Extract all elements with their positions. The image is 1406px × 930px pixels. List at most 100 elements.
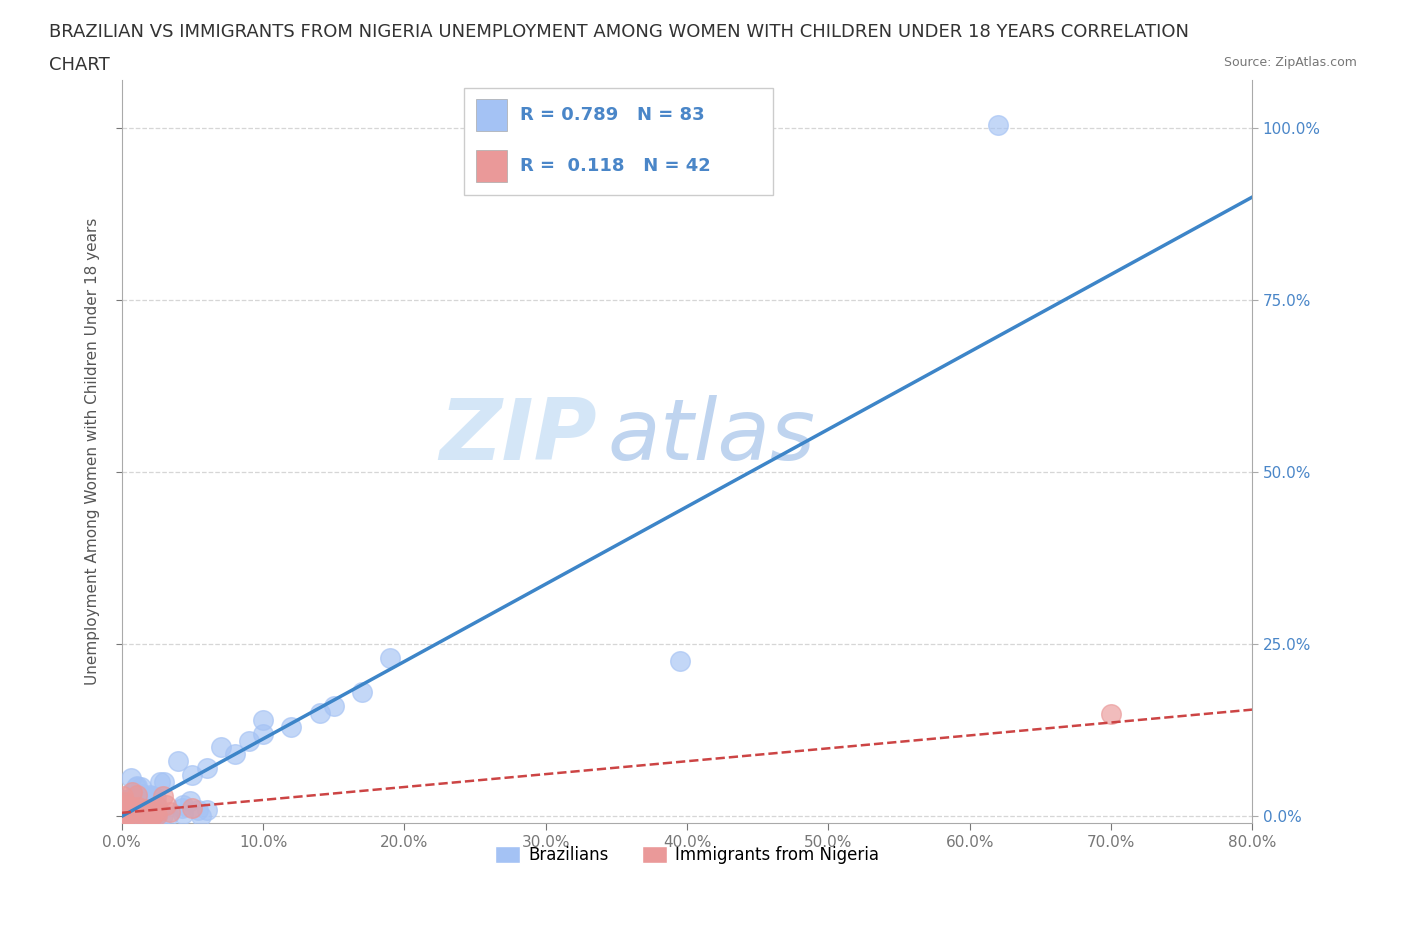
- Point: [172, 807, 194, 822]
- Point: [112, 792, 135, 807]
- Point: [129, 793, 152, 808]
- Point: [987, 117, 1010, 132]
- Point: [146, 808, 169, 823]
- Point: [124, 805, 146, 820]
- Point: [111, 808, 134, 823]
- Point: [131, 790, 153, 804]
- Point: [145, 806, 167, 821]
- Point: [118, 803, 141, 817]
- Point: [118, 800, 141, 815]
- Point: [111, 806, 134, 821]
- FancyBboxPatch shape: [464, 88, 773, 195]
- Point: [124, 807, 146, 822]
- Point: [136, 806, 159, 821]
- Point: [128, 795, 150, 810]
- Point: [124, 808, 146, 823]
- Point: [117, 804, 139, 818]
- Point: [148, 804, 170, 819]
- Point: [122, 804, 145, 819]
- Point: [142, 807, 165, 822]
- Point: [322, 698, 344, 713]
- Point: [155, 798, 177, 813]
- Point: [380, 651, 402, 666]
- Point: [125, 779, 148, 794]
- Point: [114, 806, 136, 821]
- Point: [111, 800, 134, 815]
- Text: R =  0.118   N = 42: R = 0.118 N = 42: [520, 157, 710, 176]
- Point: [146, 799, 169, 814]
- Point: [125, 778, 148, 793]
- Point: [117, 793, 139, 808]
- Point: [669, 654, 692, 669]
- Point: [139, 801, 162, 816]
- Point: [115, 802, 138, 817]
- Point: [190, 808, 212, 823]
- Point: [1099, 707, 1122, 722]
- Point: [114, 792, 136, 807]
- Y-axis label: Unemployment Among Women with Children Under 18 years: Unemployment Among Women with Children U…: [86, 218, 100, 685]
- Point: [120, 805, 142, 820]
- Point: [121, 800, 143, 815]
- Point: [127, 805, 149, 820]
- Point: [118, 807, 141, 822]
- Point: [114, 805, 136, 820]
- Point: [195, 803, 218, 817]
- Point: [120, 804, 142, 818]
- Point: [112, 804, 135, 819]
- Point: [111, 798, 134, 813]
- Point: [172, 797, 194, 812]
- Point: [134, 801, 156, 816]
- Point: [132, 803, 155, 817]
- Point: [352, 685, 374, 700]
- Point: [252, 712, 274, 727]
- Point: [111, 805, 134, 820]
- Point: [117, 803, 139, 817]
- Point: [209, 740, 232, 755]
- Point: [138, 794, 160, 809]
- Text: CHART: CHART: [49, 56, 110, 73]
- Point: [111, 797, 134, 812]
- Point: [125, 788, 148, 803]
- Point: [179, 793, 201, 808]
- Point: [172, 801, 194, 816]
- Point: [111, 792, 134, 807]
- Legend: Brazilians, Immigrants from Nigeria: Brazilians, Immigrants from Nigeria: [488, 839, 886, 870]
- Point: [112, 806, 135, 821]
- Point: [117, 807, 139, 822]
- Text: R = 0.789   N = 83: R = 0.789 N = 83: [520, 106, 704, 124]
- Point: [112, 800, 135, 815]
- Point: [121, 785, 143, 800]
- Point: [114, 808, 136, 823]
- Point: [152, 807, 174, 822]
- Point: [111, 804, 134, 819]
- Point: [127, 795, 149, 810]
- Point: [167, 754, 190, 769]
- Text: Source: ZipAtlas.com: Source: ZipAtlas.com: [1223, 56, 1357, 69]
- Point: [112, 806, 135, 821]
- Point: [153, 775, 176, 790]
- Point: [252, 726, 274, 741]
- Point: [124, 803, 146, 817]
- Point: [238, 733, 260, 748]
- FancyBboxPatch shape: [477, 100, 508, 131]
- Point: [128, 792, 150, 807]
- Point: [308, 706, 330, 721]
- Point: [145, 790, 167, 805]
- Point: [224, 747, 246, 762]
- Text: BRAZILIAN VS IMMIGRANTS FROM NIGERIA UNEMPLOYMENT AMONG WOMEN WITH CHILDREN UNDE: BRAZILIAN VS IMMIGRANTS FROM NIGERIA UNE…: [49, 23, 1189, 41]
- Point: [127, 804, 149, 818]
- Point: [120, 771, 142, 786]
- Point: [127, 803, 149, 817]
- Point: [128, 807, 150, 822]
- Point: [112, 805, 135, 820]
- Point: [115, 807, 138, 822]
- Point: [143, 803, 166, 817]
- Point: [157, 808, 180, 823]
- Point: [127, 800, 149, 815]
- Point: [131, 786, 153, 801]
- Point: [181, 767, 204, 782]
- Point: [141, 789, 163, 804]
- Point: [125, 807, 148, 822]
- Point: [132, 808, 155, 823]
- Text: atlas: atlas: [607, 395, 815, 478]
